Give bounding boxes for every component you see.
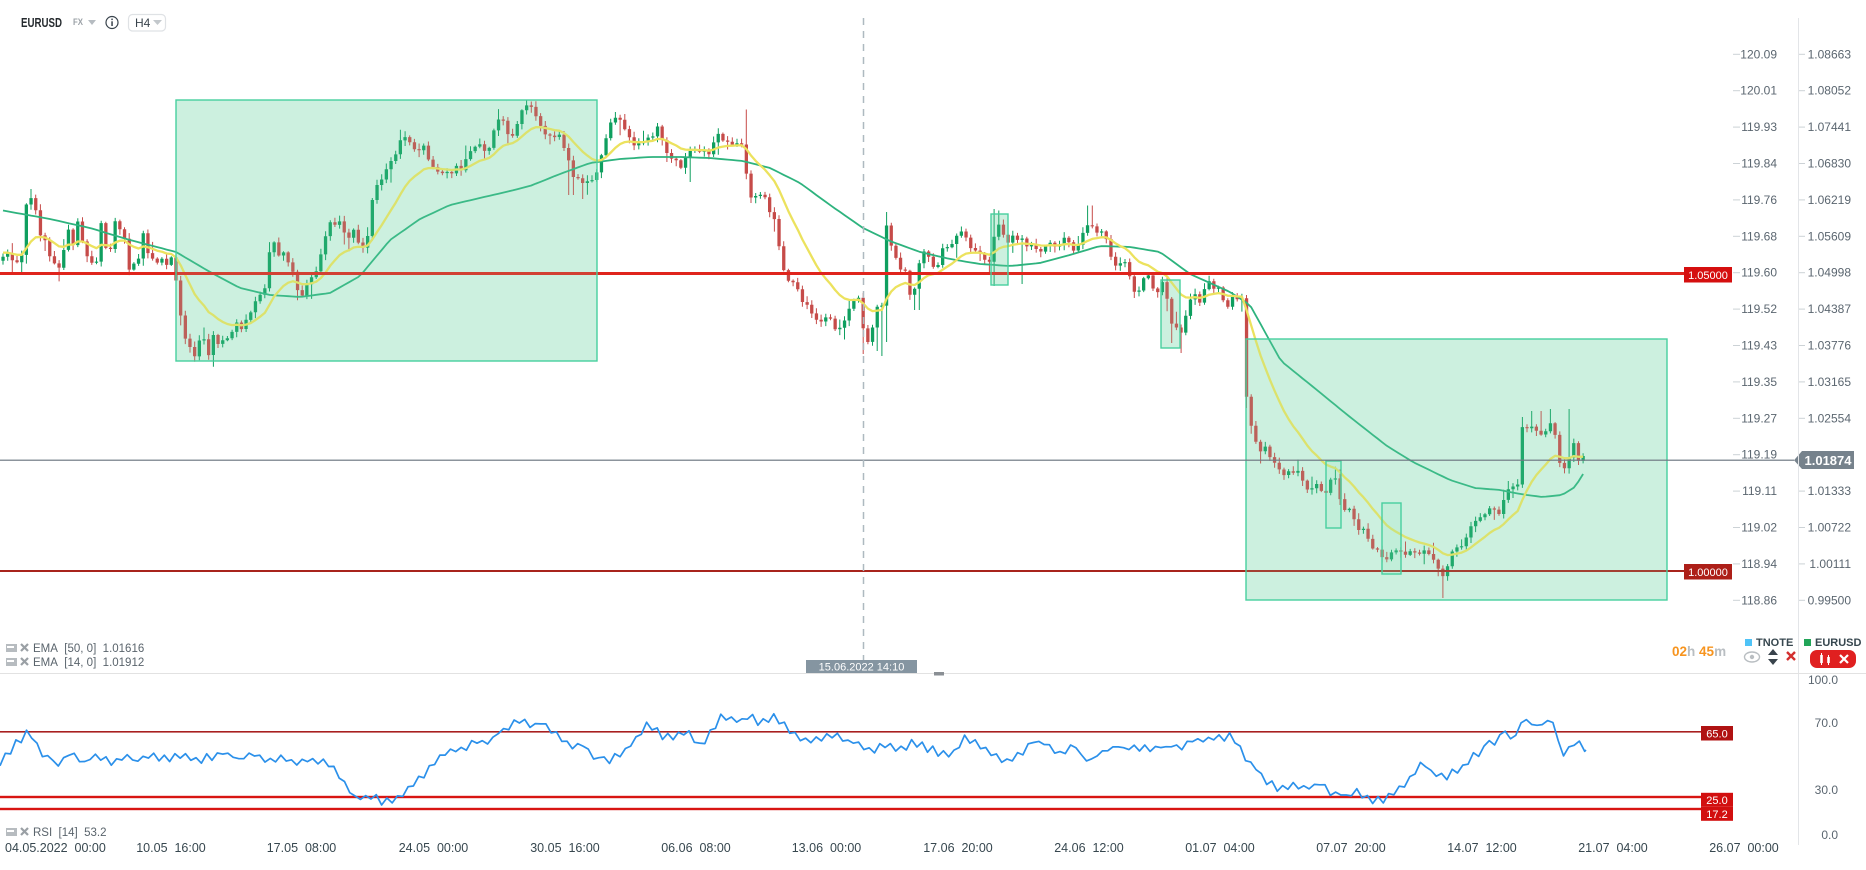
svg-text:119.27: 119.27: [1741, 411, 1777, 425]
svg-text:119.02: 119.02: [1741, 521, 1777, 535]
svg-text:24.06 12:00: 24.06 12:00: [1054, 841, 1124, 855]
svg-text:100.0: 100.0: [1808, 673, 1838, 687]
svg-text:H4: H4: [135, 16, 151, 30]
svg-text:EMA [50, 0] 1.01616: EMA [50, 0] 1.01616: [33, 643, 144, 655]
svg-text:119.43: 119.43: [1741, 339, 1777, 353]
svg-text:119.76: 119.76: [1741, 193, 1777, 207]
svg-text:04.05.2022 00:00: 04.05.2022 00:00: [5, 841, 106, 855]
svg-text:1.04998: 1.04998: [1808, 266, 1852, 280]
svg-text:FX: FX: [73, 17, 84, 28]
svg-text:30.0: 30.0: [1815, 783, 1839, 797]
svg-text:0.99500: 0.99500: [1808, 593, 1852, 607]
svg-text:06.06 08:00: 06.06 08:00: [661, 841, 731, 855]
svg-text:1.00111: 1.00111: [1809, 557, 1851, 571]
svg-text:1.05000: 1.05000: [1688, 270, 1728, 282]
svg-text:17.06 20:00: 17.06 20:00: [923, 841, 993, 855]
svg-text:26.07 00:00: 26.07 00:00: [1709, 841, 1779, 855]
svg-text:1.04387: 1.04387: [1808, 302, 1852, 316]
svg-text:13.06 00:00: 13.06 00:00: [792, 841, 862, 855]
svg-text:01.07 04:00: 01.07 04:00: [1185, 841, 1255, 855]
svg-text:118.94: 118.94: [1741, 557, 1777, 571]
svg-text:1.00722: 1.00722: [1808, 521, 1852, 535]
svg-text:10.05 16:00: 10.05 16:00: [136, 841, 206, 855]
svg-text:07.07 20:00: 07.07 20:00: [1316, 841, 1386, 855]
svg-text:1.05609: 1.05609: [1808, 229, 1852, 243]
svg-text:EURUSD: EURUSD: [21, 15, 62, 30]
svg-text:25.0: 25.0: [1706, 795, 1727, 807]
svg-text:17.05 08:00: 17.05 08:00: [267, 841, 337, 855]
svg-text:119.11: 119.11: [1742, 484, 1777, 498]
svg-text:1.08663: 1.08663: [1808, 47, 1852, 61]
svg-text:119.93: 119.93: [1741, 120, 1777, 134]
svg-text:02h 45m: 02h 45m: [1672, 644, 1726, 659]
svg-text:1.02554: 1.02554: [1808, 411, 1852, 425]
svg-text:EMA [14, 0] 1.01912: EMA [14, 0] 1.01912: [33, 657, 144, 669]
svg-text:1.06830: 1.06830: [1808, 157, 1852, 171]
svg-text:120.09: 120.09: [1740, 47, 1777, 61]
svg-text:65.0: 65.0: [1706, 729, 1727, 741]
svg-text:1.06219: 1.06219: [1808, 193, 1852, 207]
svg-text:119.52: 119.52: [1741, 302, 1777, 316]
svg-text:RSI [14] 53.2: RSI [14] 53.2: [33, 827, 107, 839]
svg-text:0.0: 0.0: [1821, 828, 1838, 842]
svg-text:TNOTE: TNOTE: [1756, 637, 1793, 649]
svg-text:1.03165: 1.03165: [1808, 375, 1852, 389]
svg-text:1.01874: 1.01874: [1805, 453, 1853, 468]
svg-text:15.06.2022 14:10: 15.06.2022 14:10: [819, 662, 905, 674]
svg-text:1.07441: 1.07441: [1808, 120, 1852, 134]
svg-text:118.86: 118.86: [1741, 593, 1777, 607]
svg-text:EURUSD: EURUSD: [1815, 637, 1862, 649]
svg-text:30.05 16:00: 30.05 16:00: [530, 841, 600, 855]
svg-text:1.03776: 1.03776: [1808, 339, 1852, 353]
svg-text:17.2: 17.2: [1706, 809, 1727, 821]
svg-text:21.07 04:00: 21.07 04:00: [1578, 841, 1648, 855]
svg-text:1.00000: 1.00000: [1688, 567, 1728, 579]
svg-text:119.35: 119.35: [1741, 375, 1777, 389]
svg-text:119.68: 119.68: [1741, 229, 1777, 243]
svg-text:119.84: 119.84: [1741, 157, 1777, 171]
svg-text:14.07 12:00: 14.07 12:00: [1447, 841, 1517, 855]
svg-text:119.19: 119.19: [1741, 448, 1777, 462]
svg-text:119.60: 119.60: [1741, 266, 1777, 280]
svg-text:70.0: 70.0: [1815, 716, 1839, 730]
svg-text:1.01333: 1.01333: [1808, 484, 1852, 498]
svg-text:120.01: 120.01: [1740, 84, 1777, 98]
svg-text:1.08052: 1.08052: [1808, 84, 1852, 98]
svg-text:24.05 00:00: 24.05 00:00: [399, 841, 469, 855]
